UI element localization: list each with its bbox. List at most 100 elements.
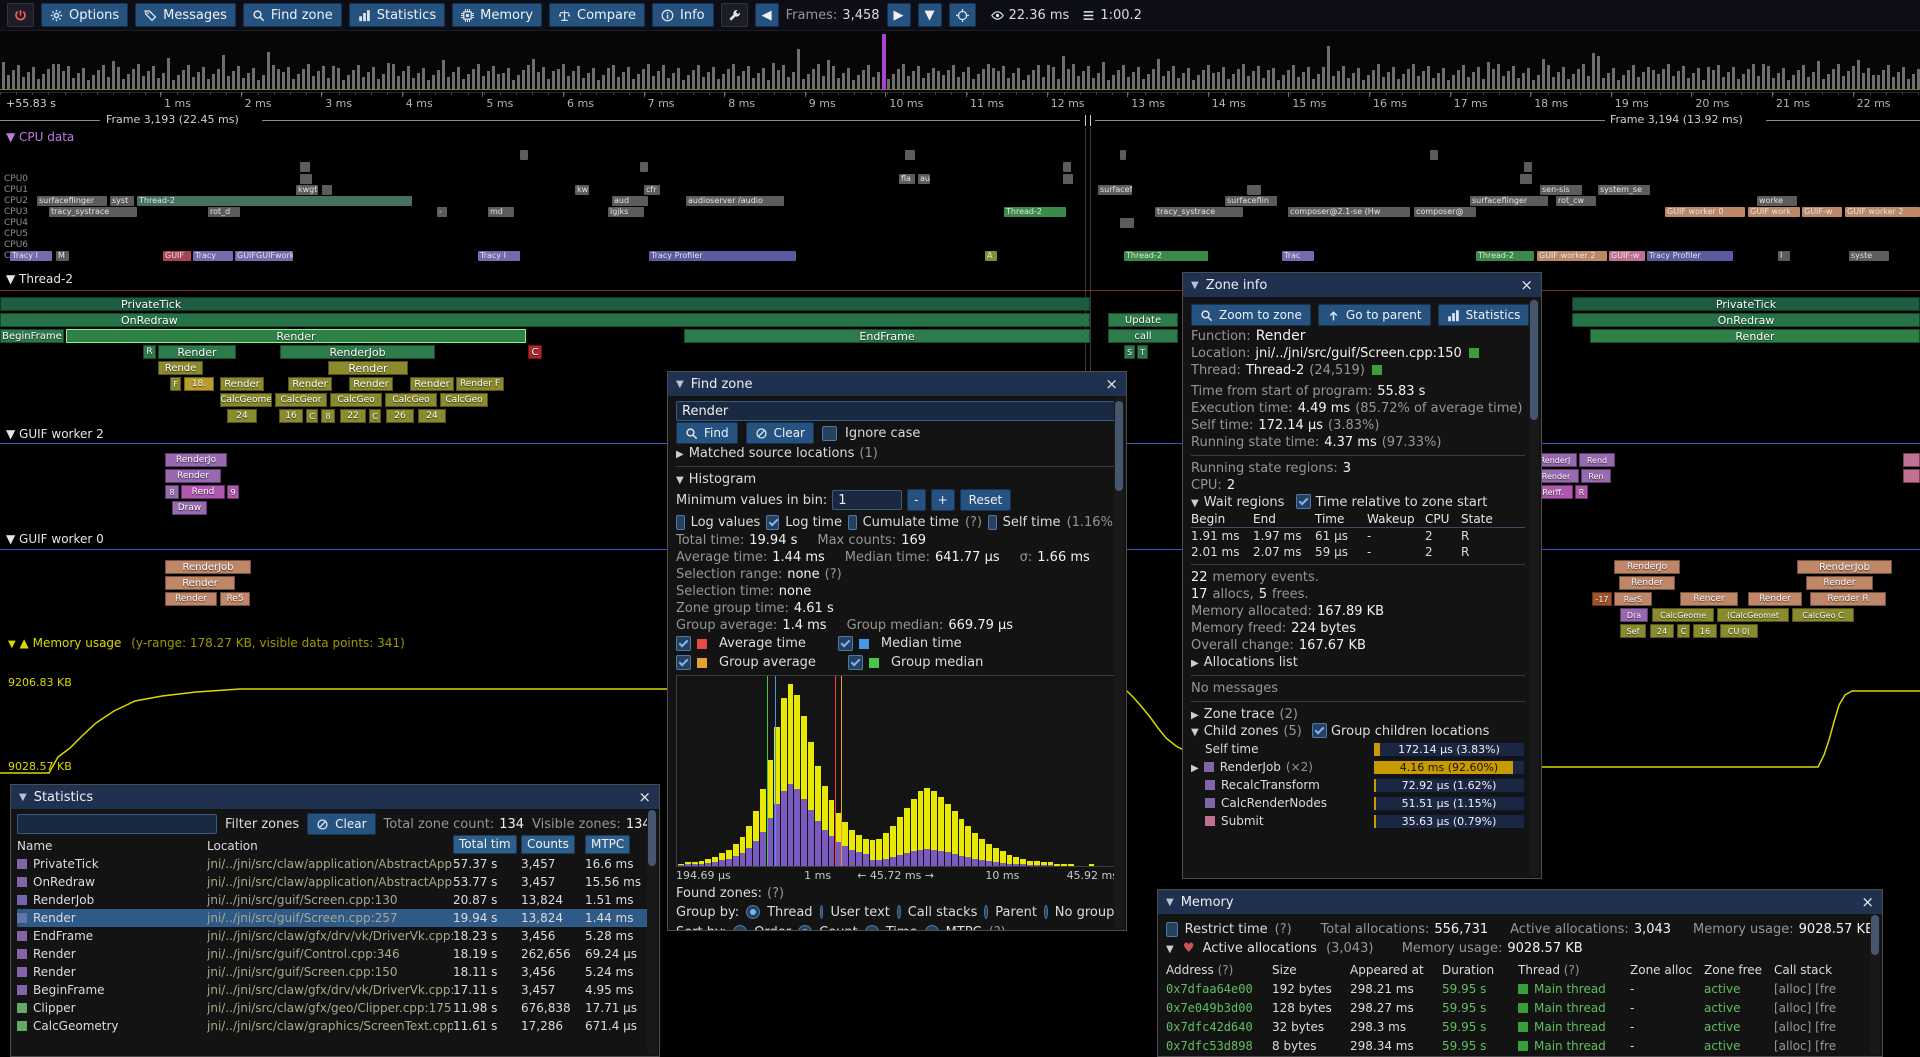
memory-col-appeared-at[interactable]: Appeared at (1350, 962, 1424, 977)
cpu-block[interactable]: Thread-2 (137, 196, 412, 206)
memory-titlebar[interactable]: ▼ Memory × (1158, 890, 1882, 914)
close-icon[interactable]: × (638, 787, 651, 806)
memory-col-size[interactable]: Size (1272, 962, 1297, 977)
tools-button[interactable] (720, 3, 748, 27)
find-button[interactable]: Find (676, 422, 738, 444)
zone-info-titlebar[interactable]: ▼ Zone info × (1183, 273, 1541, 297)
timeline-zone[interactable]: 22 (340, 409, 366, 423)
statistics-row[interactable]: CalcGeometry jni/../jni/src/claw/graphics… (17, 1017, 653, 1035)
find-zone-search-input[interactable] (676, 401, 1118, 421)
restrict-time-checkbox[interactable] (1166, 921, 1178, 937)
timeline-zone[interactable]: RerS (1614, 592, 1652, 606)
cpu-block[interactable]: composer@ (1414, 207, 1476, 217)
cpu-block[interactable]: GUIF-w (1802, 207, 1842, 217)
group-by-radio-parent[interactable] (984, 905, 989, 919)
timeline-zone[interactable]: Render (288, 377, 332, 391)
cpu-block[interactable]: surfaceflinger (1470, 196, 1548, 206)
timeline-zone[interactable]: Sef (1620, 624, 1646, 638)
next-frame-button[interactable]: ▶ (886, 3, 911, 27)
collapse-icon[interactable]: ▼ (19, 791, 27, 803)
timeline-zone[interactable]: Rend (181, 485, 225, 499)
timeline-zone[interactable]: C (306, 409, 318, 423)
column-header-counts[interactable]: Counts (521, 835, 585, 857)
timeline-zone[interactable]: (CalcGeomet (1717, 608, 1789, 622)
log-time-checkbox[interactable] (766, 514, 780, 530)
timeline-zone[interactable]: OnRedraw (0, 313, 1090, 327)
memory-usage-header[interactable]: ▼ ▲ Memory usage (y-range: 178.27 KB, vi… (8, 636, 405, 650)
cpu-block[interactable]: Thread-2 (1124, 251, 1208, 261)
statistics-row[interactable]: BeginFrame jni/../jni/src/claw/gfx/drv/vk… (17, 981, 653, 999)
close-icon[interactable]: × (1520, 275, 1533, 294)
expand-icon[interactable]: ▶ (1191, 658, 1199, 669)
timeline-zone[interactable]: RenderJob (165, 560, 251, 574)
timeline-zone[interactable]: 16 (279, 409, 303, 423)
cpu-block[interactable]: Tracy (193, 251, 233, 261)
timeline-zone[interactable]: 24 (1650, 624, 1674, 638)
timeline-zone[interactable]: S (1124, 345, 1135, 359)
child-zone-row[interactable]: Submit 35.63 μs (0.79%) (1191, 812, 1525, 830)
reset-button[interactable]: Reset (959, 489, 1012, 511)
frame-set-button[interactable]: ▼ (917, 3, 942, 27)
timeline-zone[interactable]: RenderJob (280, 345, 435, 359)
timeline-zone[interactable]: CU 0( (1720, 624, 1758, 638)
frame-timeline-strip[interactable] (0, 31, 1920, 93)
timeline-zone[interactable]: RenderJo (1614, 560, 1680, 574)
child-zone-row[interactable]: Self time 172.14 μs (3.83%) (1191, 740, 1525, 758)
thread-header-guif-worker-0[interactable]: ▼ GUIF worker 0 (6, 532, 104, 546)
cpu-block[interactable]: GUIF (163, 251, 191, 261)
find-clear-button[interactable]: Clear (745, 422, 814, 444)
timeline-zone[interactable]: Render (1590, 329, 1920, 343)
sort-by-radio-order[interactable] (733, 925, 748, 930)
cpu-block[interactable]: GUIF worker 0 (1665, 207, 1745, 217)
timeline-zone[interactable]: Rende (158, 361, 203, 375)
timeline-zone[interactable]: Render (1806, 576, 1873, 590)
frame-markers-row[interactable]: Frame 3,193 (22.45 ms) Frame 3,194 (13.92… (0, 113, 1920, 128)
timeline-zone[interactable]: Render (220, 377, 264, 391)
cpu-block[interactable]: md (488, 207, 514, 217)
timeline-zone[interactable]: CalcGeome (220, 393, 272, 407)
cpu-block[interactable]: GUIF worker 2 (1845, 207, 1920, 217)
timeline-zone[interactable]: T (1137, 345, 1148, 359)
timeline-zone[interactable]: F (170, 377, 181, 391)
toolbar-button-info[interactable]: Info (652, 3, 714, 27)
group-by-radio-call-stacks[interactable] (896, 905, 901, 919)
timeline-zone[interactable]: 16 (1693, 624, 1717, 638)
cpu-block[interactable] (300, 174, 312, 184)
cpu-block[interactable]: GUIF work (1748, 207, 1800, 217)
relative-time-checkbox[interactable] (1296, 494, 1312, 509)
cpu-block[interactable]: tracy_systrace (49, 207, 137, 217)
toolbar-button-compare[interactable]: Compare (549, 3, 646, 27)
column-header-mtpc[interactable]: MTPC (585, 835, 653, 857)
allocation-row[interactable]: 0x7dfaa64e00 192 bytes 298.21 ms 59.95 s Mai… (1166, 979, 1874, 998)
timeline-zone[interactable]: 18. (184, 377, 214, 391)
cpu-block[interactable]: Thread-2 (1476, 251, 1534, 261)
cpu-block[interactable]: rot_cw (1556, 196, 1596, 206)
allocation-row[interactable]: 0x7dfc53d898 8 bytes 298.34 ms 59.95 s Main … (1166, 1036, 1874, 1055)
cpu-block[interactable] (1430, 150, 1438, 160)
cpu-block[interactable]: tracy_systrace (1155, 207, 1243, 217)
timeline-zone[interactable]: CalcGeo (440, 393, 488, 407)
timeline-zone[interactable]: 8 (165, 485, 179, 499)
sort-by-radio-time[interactable] (864, 925, 879, 930)
log-values-checkbox[interactable] (676, 514, 685, 530)
wait-regions-label[interactable]: Wait regions (1203, 495, 1285, 510)
cpu-block[interactable] (300, 162, 310, 172)
group-by-radio-no-groupi[interactable] (1043, 905, 1048, 919)
cpu-block[interactable] (1120, 150, 1126, 160)
timeline-zone[interactable]: Render (1619, 576, 1675, 590)
active-allocations-label[interactable]: Active allocations (1202, 941, 1317, 956)
cpu-block[interactable]: sen-sis (1540, 185, 1582, 195)
collapse-icon[interactable]: ▼ (1191, 498, 1199, 509)
thread-header-thread-2[interactable]: ▼ Thread-2 (6, 272, 73, 286)
cpu-block[interactable] (322, 185, 332, 195)
timeline-zone[interactable]: 26 (386, 409, 414, 423)
goto-frame-button[interactable] (948, 3, 976, 27)
cpu-block[interactable]: surfaceflinger (37, 196, 107, 206)
statistics-row[interactable]: OnRedraw jni/../jni/src/claw/application/… (17, 873, 653, 891)
statistics-row[interactable]: Clipper jni/../jni/src/claw/gfx/geo/Clipp… (17, 999, 653, 1017)
timeline-zone[interactable]: R (1575, 485, 1588, 499)
memory-col-zone-alloc[interactable]: Zone alloc (1630, 962, 1693, 977)
cpu-block[interactable]: A (985, 251, 997, 261)
cpu-block[interactable]: I (1778, 251, 1790, 261)
go-to-parent-button[interactable]: Go to parent (1317, 304, 1431, 326)
